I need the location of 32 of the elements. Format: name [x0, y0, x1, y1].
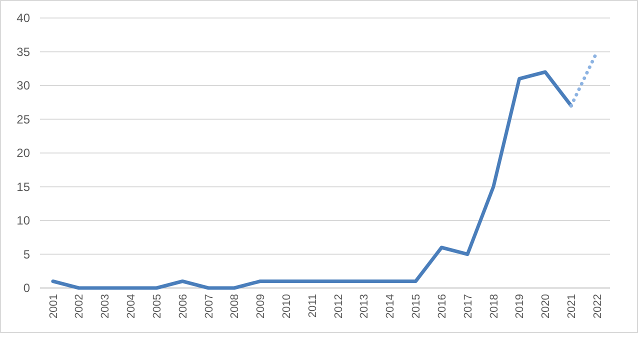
x-tick-label: 2013 [358, 294, 371, 318]
y-tick-label: 35 [16, 44, 30, 59]
x-tick-label: 2009 [255, 294, 268, 318]
x-tick-label: 2019 [514, 294, 526, 318]
x-tick-label: 2022 [592, 294, 604, 318]
x-tick-label: 2015 [410, 294, 423, 318]
x-tick-label: 2018 [488, 294, 500, 318]
y-tick-label: 10 [16, 214, 30, 228]
x-tick-label: 2010 [280, 294, 293, 318]
x-tick-label: 2001 [48, 294, 60, 318]
x-tick-label: 2004 [126, 294, 138, 318]
x-tick-label: 2003 [100, 294, 112, 318]
x-tick-label: 2005 [151, 294, 164, 318]
y-tick-label: 15 [16, 180, 30, 194]
x-tick-label: 2011 [306, 294, 319, 318]
y-tick-label: 0 [23, 281, 30, 296]
x-tick-label: 2007 [203, 294, 216, 318]
x-tick-label: 2017 [462, 294, 474, 318]
y-tick-label: 25 [16, 112, 30, 126]
x-tick-label: 2021 [566, 294, 578, 318]
x-tick-label: 2016 [436, 294, 448, 318]
x-tick-label: 2008 [229, 294, 242, 318]
line-series [51, 70, 573, 290]
y-tick-label: 5 [23, 247, 30, 262]
y-tick-label: 20 [16, 146, 30, 160]
x-tick-label: 2006 [177, 294, 190, 318]
x-tick-label: 2020 [540, 294, 552, 318]
y-tick-label: 40 [16, 11, 30, 26]
y-tick-label: 30 [16, 78, 30, 93]
x-tick-label: 2012 [332, 294, 345, 318]
x-tick-label: 2002 [74, 294, 86, 318]
x-tick-label: 2014 [384, 294, 397, 318]
